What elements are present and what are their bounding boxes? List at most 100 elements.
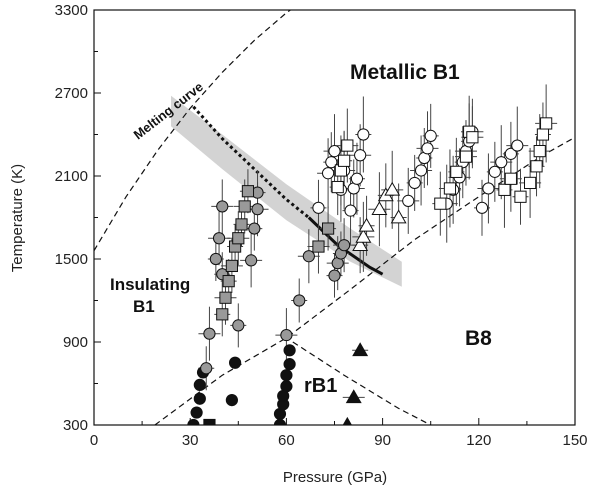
data-point-circle xyxy=(251,203,264,216)
data-point-circle xyxy=(302,250,315,263)
melting-curve-line xyxy=(94,10,292,252)
data-point-circle xyxy=(328,145,341,158)
data-point-circle xyxy=(511,139,524,152)
y-axis-title: Temperature (K) xyxy=(9,164,26,272)
axes-layer: 0 30 60 90 120 150 300 900 1500 2100 2700 3300 xyxy=(55,2,588,449)
data-point-circle xyxy=(421,142,434,155)
rb1-boundary-line xyxy=(292,341,431,425)
x-tick-label: 90 xyxy=(374,432,391,449)
data-point-circle xyxy=(312,201,325,214)
b8-label: B8 xyxy=(465,327,492,350)
insulating-b1-label-line1: Insulating xyxy=(110,275,190,294)
data-point-circle xyxy=(482,182,495,195)
data-point-circle xyxy=(504,147,517,160)
data-point-triangle xyxy=(352,237,369,251)
data-point-square xyxy=(338,154,351,167)
transition-band xyxy=(171,95,402,287)
x-tick-label: 150 xyxy=(562,432,587,449)
data-point-triangle xyxy=(345,389,362,404)
data-point-circle xyxy=(495,156,508,169)
insulating-b1-label-line2: B1 xyxy=(133,297,155,316)
data-point-circle xyxy=(280,380,293,393)
rb1-label: rB1 xyxy=(304,375,337,397)
data-point-circle xyxy=(193,378,206,391)
data-point-circle xyxy=(193,392,206,405)
data-point-circle xyxy=(350,172,364,185)
data-point-square xyxy=(219,291,232,304)
data-point-square xyxy=(232,232,245,245)
data-point-square xyxy=(536,128,550,141)
data-point-triangle xyxy=(355,228,372,243)
data-point-circle xyxy=(325,156,338,169)
data-point-circle xyxy=(280,328,293,342)
data-point-circle xyxy=(475,201,489,214)
data-point-circle xyxy=(245,254,258,267)
data-point-circle xyxy=(357,128,370,141)
data-point-triangle xyxy=(358,217,375,232)
insulator-metal-transition-dotted xyxy=(192,105,310,219)
data-point-square xyxy=(225,259,238,273)
data-point-square xyxy=(434,197,447,210)
data-point-circle xyxy=(424,129,437,142)
data-point-square xyxy=(331,180,344,194)
data-point-square xyxy=(524,176,537,190)
data-point-square xyxy=(222,275,235,288)
data-point-square xyxy=(241,185,255,198)
x-tick-label: 0 xyxy=(90,432,98,449)
data-point-square xyxy=(235,218,248,231)
data-point-circle xyxy=(232,319,245,332)
data-point-circle xyxy=(209,252,222,266)
data-point-triangle xyxy=(352,342,369,357)
x-tick-label: 60 xyxy=(278,432,295,449)
data-point-square xyxy=(216,308,229,321)
data-point-triangle xyxy=(342,416,352,425)
data-point-triangle xyxy=(371,201,388,216)
data-point-triangle xyxy=(384,181,401,196)
data-point-square xyxy=(504,172,517,185)
data-point-circle xyxy=(488,165,501,178)
data-point-circle xyxy=(344,204,357,217)
transition-band-layer xyxy=(171,95,402,287)
data-point-circle xyxy=(212,232,226,245)
y-tick-label: 3300 xyxy=(55,2,88,19)
y-tick-label: 900 xyxy=(63,334,88,351)
data-point-circle xyxy=(216,200,229,213)
data-point-circle xyxy=(293,294,306,307)
data-point-circle xyxy=(402,194,415,207)
data-point-circle xyxy=(248,222,261,235)
data-point-square xyxy=(498,183,511,196)
x-tick-label: 30 xyxy=(182,432,199,449)
y-tick-label: 2100 xyxy=(55,168,88,185)
data-point-circle xyxy=(280,369,293,382)
data-point-circle xyxy=(203,327,216,340)
data-point-square xyxy=(321,222,335,235)
data-points-layer xyxy=(187,117,553,425)
data-point-circle xyxy=(225,394,238,407)
data-point-circle xyxy=(321,167,335,180)
data-point-circle xyxy=(190,406,203,419)
data-point-circle xyxy=(354,149,367,162)
data-point-square xyxy=(530,160,543,173)
y-tick-label: 300 xyxy=(63,417,88,434)
data-point-circle xyxy=(200,362,213,375)
x-axis-title: Pressure (GPa) xyxy=(283,469,387,486)
data-point-square xyxy=(443,182,457,195)
data-point-circle xyxy=(328,269,341,282)
data-point-square xyxy=(238,200,251,213)
data-point-circle xyxy=(338,239,351,252)
data-point-square xyxy=(450,165,463,178)
y-tick-label: 1500 xyxy=(55,251,88,268)
metallic-b1-label: Metallic B1 xyxy=(350,61,460,84)
data-point-square xyxy=(459,150,473,163)
data-point-square xyxy=(312,240,325,253)
data-point-circle xyxy=(228,356,242,369)
data-point-circle xyxy=(414,164,428,177)
data-point-square xyxy=(540,117,553,130)
data-point-circle xyxy=(283,358,296,371)
y-tick-label: 2700 xyxy=(55,85,88,102)
boundary-lines-layer xyxy=(94,10,575,425)
x-tick-label: 120 xyxy=(466,432,491,449)
plot-frame xyxy=(93,9,576,426)
data-point-square xyxy=(466,131,479,144)
